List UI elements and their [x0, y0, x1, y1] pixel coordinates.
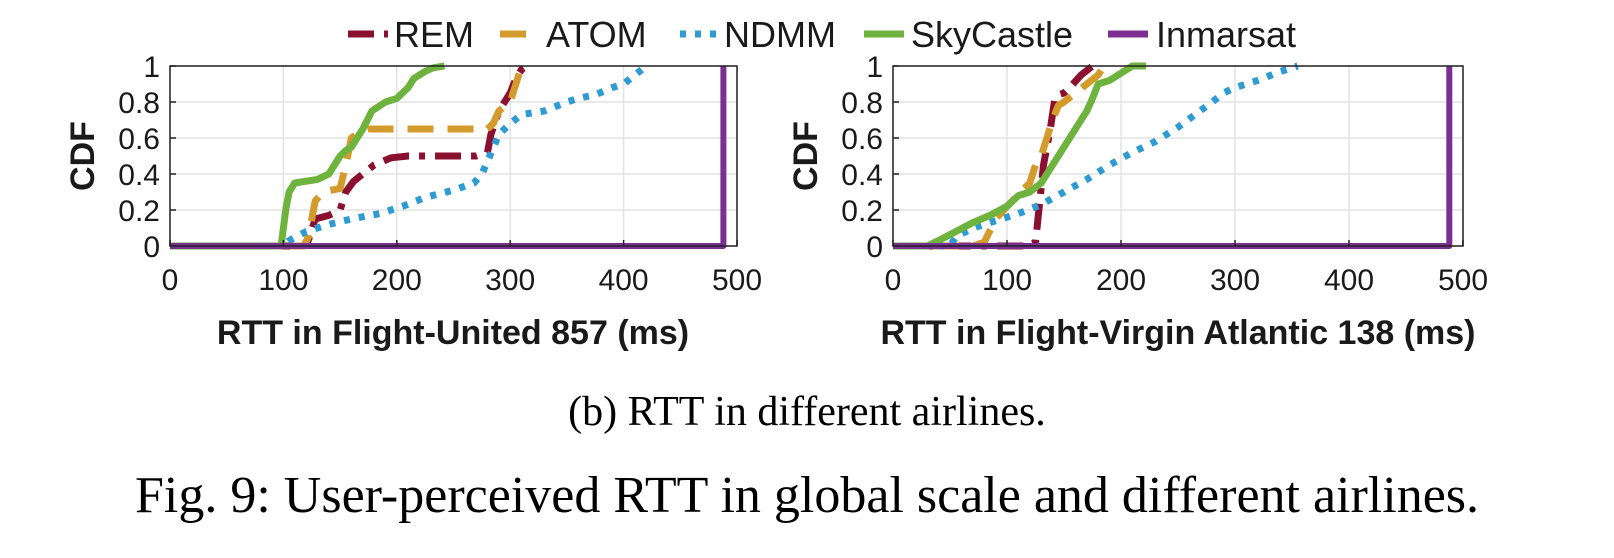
series-line-skycastle [170, 62, 445, 250]
x-axis-label: RTT in Flight-Virgin Atlantic 138 (ms) [880, 314, 1475, 352]
axes-box [892, 65, 1464, 247]
x-tick-label: 200 [1096, 264, 1146, 297]
y-tick-label: 1 [866, 51, 883, 84]
legend-label-atom: ATOM [546, 14, 647, 55]
y-tick-label: 0.4 [841, 159, 883, 192]
legend-label-rem: REM [394, 14, 474, 55]
y-tick-label: 0.2 [118, 195, 160, 228]
subcaption: (b) RTT in different airlines. [568, 389, 1046, 435]
legend: REM ATOM NDMM SkyCastle Inmarsat [348, 14, 1296, 55]
y-tick-label: 0 [143, 231, 160, 264]
y-axis-label: CDF [64, 121, 102, 191]
y-tick-label: 0.4 [118, 159, 160, 192]
y-tick-label: 0.8 [841, 87, 883, 120]
x-tick-label: 500 [1438, 264, 1488, 297]
y-tick-label: 0 [866, 231, 883, 264]
cdf-figure: REM ATOM NDMM SkyCastle Inmarsat 0 100 200 300 4… [64, 14, 1488, 352]
legend-label-ndmm: NDMM [724, 14, 836, 55]
x-tick-label: 0 [162, 264, 179, 297]
series-line-rem [170, 63, 530, 250]
y-tick-label: 0.8 [118, 87, 160, 120]
x-tick-label: 0 [885, 264, 902, 297]
x-tick-label: 100 [982, 264, 1032, 297]
x-tick-label: 200 [372, 264, 422, 297]
series-line-atom [170, 64, 525, 250]
x-tick-label: 400 [599, 264, 649, 297]
axes-box [169, 65, 738, 247]
x-tick-label: 100 [258, 264, 308, 297]
series-line-ndmm [170, 63, 649, 250]
figure-caption: Fig. 9: User-perceived RTT in global sca… [134, 467, 1480, 524]
x-axis-label: RTT in Flight-United 857 (ms) [217, 314, 689, 352]
x-tick-label: 500 [712, 264, 762, 297]
y-axis-label: CDF [787, 121, 825, 191]
x-tick-label: 300 [1210, 264, 1260, 297]
x-tick-label: 300 [485, 264, 535, 297]
series-line-skycastle [893, 62, 1147, 250]
y-tick-label: 0.2 [841, 195, 883, 228]
y-tick-label: 0.6 [841, 123, 883, 156]
y-tick-label: 0.6 [118, 123, 160, 156]
series-line-ndmm [893, 62, 1299, 250]
legend-label-skycastle: SkyCastle [911, 14, 1073, 55]
legend-label-inmarsat: Inmarsat [1156, 14, 1296, 55]
y-tick-label: 1 [143, 51, 160, 84]
x-tick-label: 400 [1324, 264, 1374, 297]
